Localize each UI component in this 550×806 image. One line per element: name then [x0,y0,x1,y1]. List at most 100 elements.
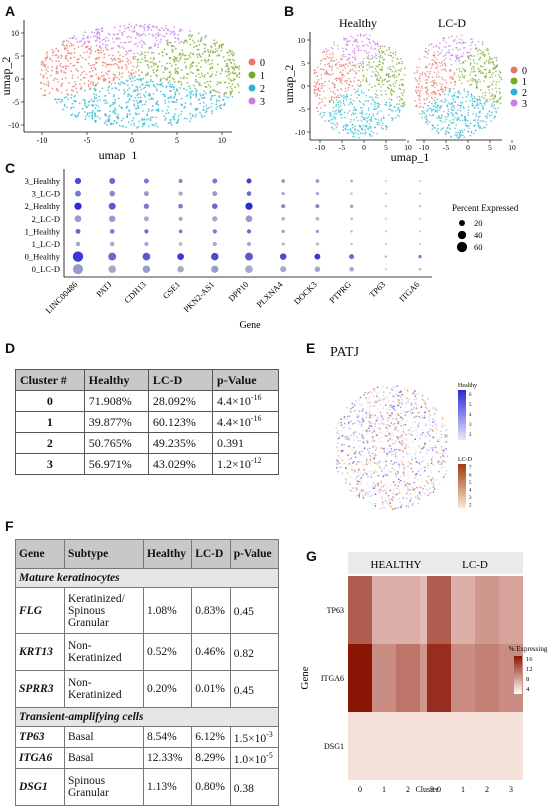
feature-point [407,429,410,432]
umap-point [367,54,370,57]
feature-point [362,419,364,421]
umap-point [153,45,156,47]
umap-point [491,76,494,78]
umap-point [470,131,473,134]
feature-point [391,508,394,511]
feature-point [360,460,363,463]
feature-point [392,481,395,483]
umap-point [344,90,347,93]
feature-point [409,410,412,413]
subtype-cell: Basal [64,747,144,769]
umap-point [447,108,450,111]
umap-point [133,27,135,30]
feature-point [358,475,361,477]
umap-point [118,71,121,74]
umap-point [329,115,332,118]
gene-cell: TP63 [15,726,65,748]
legend-healthy-title: Healthy [458,383,477,389]
umap-point [173,88,175,91]
umap-point [393,67,395,69]
umap-point [463,75,466,77]
umap-point [346,40,349,42]
umap-point [374,93,377,95]
umap-point [54,98,56,101]
umap-point [459,104,462,107]
umap-point [482,120,485,123]
umap-point [98,56,101,59]
umap-point [372,113,374,115]
feature-point [365,411,368,414]
feature-point [409,500,412,502]
umap-point [126,80,129,83]
umap-point [99,90,101,93]
feature-point [391,394,393,396]
umap-point [337,94,339,97]
umap-point [164,27,167,30]
feature-point [356,436,359,439]
feature-point [367,475,369,478]
umap-point [228,54,230,57]
umap-point [444,120,446,123]
umap-point [76,70,79,72]
umap-point [456,109,459,112]
umap-point [142,87,145,90]
umap-point [498,81,500,83]
umap-point [322,51,324,54]
umap-point [88,56,91,59]
feature-point [354,477,357,480]
umap-point [444,57,447,59]
umap-point [478,115,481,118]
umap-point [46,55,49,58]
umap-point [211,94,214,97]
umap-point [463,90,466,93]
umap-point [144,95,146,98]
umap-point [360,89,363,92]
umap-point [94,35,97,38]
umap-point [71,85,74,88]
umap-point [370,103,373,105]
umap-point [430,67,432,69]
umap-point [315,95,317,97]
umap-point [353,133,355,135]
umap-point [184,39,186,42]
feature-point [354,404,357,407]
umap-point [363,91,365,94]
umap-point [44,64,47,67]
umap-point [155,44,157,46]
feature-point [359,396,362,399]
umap-point [486,113,489,115]
panel-label-d: D [5,340,16,356]
umap-point [190,35,193,38]
umap-point [55,54,58,56]
umap-point [371,57,374,59]
feature-point [405,483,408,486]
feature-point [400,505,402,507]
feature-point [383,398,386,400]
umap-point [67,52,70,55]
umap-point [419,102,421,105]
umap-point [140,78,143,81]
dotplot-c: 3_Healthy3_LC-D2_Healthy2_LC-D1_Healthy1… [25,169,519,331]
umap-point [149,61,152,64]
umap-point [400,92,403,95]
table-d-header: Healthy [83,369,149,391]
legend-label: 0 [260,58,265,69]
umap-point [71,102,74,105]
umap-point [482,65,484,68]
umap-point [352,113,355,116]
umap-point [457,136,459,139]
table-row: TP63 Basal 8.54% 6.12% 1.5×10-3 [15,726,280,748]
feature-point [400,463,403,466]
umap-point [396,103,398,105]
umap-point [419,95,421,98]
feature-point [413,488,416,490]
feature-point [404,406,407,408]
feature-point [392,453,395,456]
umap-point [183,87,185,90]
umap-point [457,91,459,94]
healthy-cell: 50.765% [83,432,149,454]
umap-point [89,52,92,55]
umap-point [399,58,402,60]
umap-point [459,41,462,44]
feature-point [443,452,446,455]
